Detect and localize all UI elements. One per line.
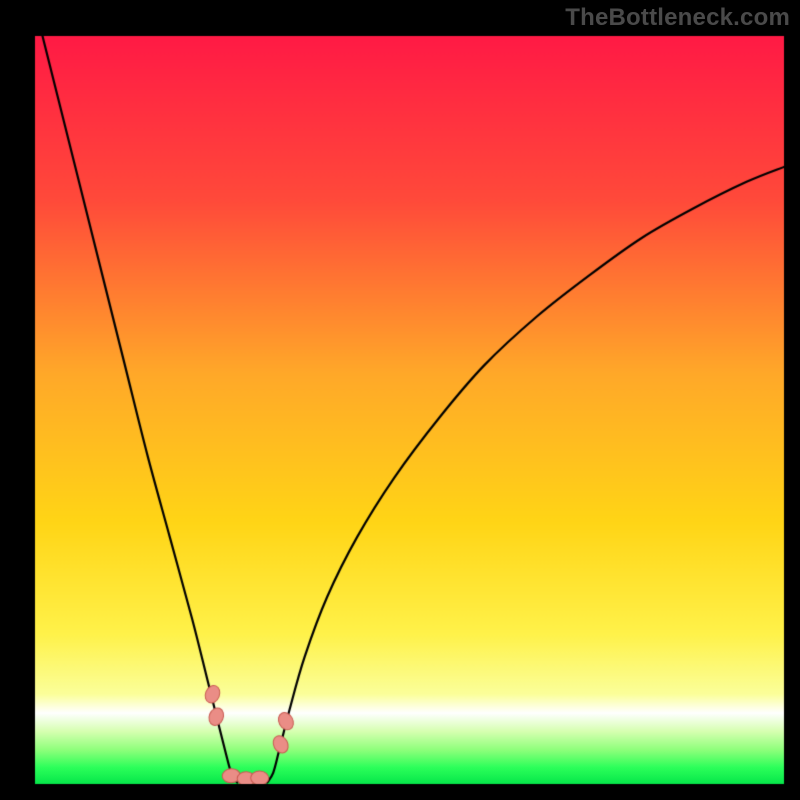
watermark-text: TheBottleneck.com: [565, 4, 790, 32]
stage: TheBottleneck.com: [0, 0, 800, 800]
bottleneck-chart-canvas: [0, 0, 800, 800]
